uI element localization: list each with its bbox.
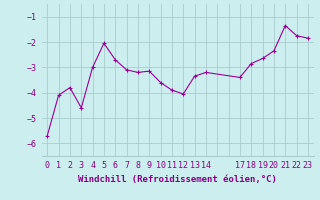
X-axis label: Windchill (Refroidissement éolien,°C): Windchill (Refroidissement éolien,°C) xyxy=(78,175,277,184)
